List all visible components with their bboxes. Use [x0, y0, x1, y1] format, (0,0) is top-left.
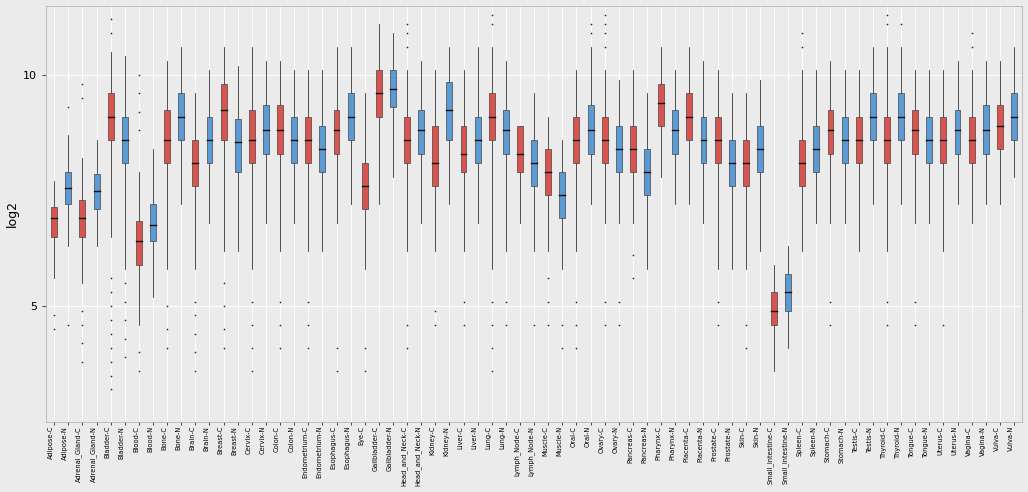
Bar [376, 70, 381, 117]
Bar [559, 172, 565, 218]
Bar [588, 105, 593, 154]
Bar [729, 140, 735, 186]
Bar [926, 117, 932, 163]
Bar [234, 119, 241, 172]
Bar [630, 126, 636, 172]
Bar [291, 117, 297, 163]
Bar [800, 140, 805, 186]
Bar [362, 163, 368, 209]
Bar [207, 117, 213, 163]
Bar [983, 105, 989, 154]
Y-axis label: log2: log2 [5, 200, 19, 227]
Bar [941, 117, 947, 163]
Bar [771, 292, 777, 325]
Bar [150, 204, 156, 242]
Bar [263, 105, 269, 154]
Bar [743, 140, 748, 186]
Bar [347, 93, 354, 140]
Bar [488, 93, 494, 140]
Bar [855, 117, 861, 163]
Bar [828, 110, 834, 154]
Bar [574, 117, 580, 163]
Bar [757, 126, 763, 172]
Bar [898, 93, 904, 140]
Bar [94, 174, 100, 209]
Bar [813, 126, 819, 172]
Bar [997, 105, 1003, 149]
Bar [178, 93, 184, 140]
Bar [475, 117, 481, 163]
Bar [912, 110, 918, 154]
Bar [390, 70, 396, 107]
Bar [404, 117, 410, 163]
Bar [714, 117, 721, 163]
Bar [700, 117, 706, 163]
Bar [164, 110, 170, 163]
Bar [658, 84, 664, 126]
Bar [433, 126, 438, 186]
Bar [842, 117, 847, 163]
Bar [418, 110, 425, 154]
Bar [108, 93, 114, 140]
Bar [333, 110, 339, 154]
Bar [503, 110, 509, 154]
Bar [545, 149, 551, 195]
Bar [672, 110, 678, 154]
Bar [249, 110, 255, 163]
Bar [122, 117, 127, 163]
Bar [221, 84, 226, 140]
Bar [645, 149, 650, 195]
Bar [305, 117, 311, 163]
Bar [616, 126, 622, 172]
Bar [66, 172, 71, 204]
Bar [687, 93, 692, 140]
Bar [446, 82, 452, 140]
Bar [785, 274, 792, 311]
Bar [870, 93, 876, 140]
Bar [79, 200, 85, 237]
Bar [1011, 93, 1017, 140]
Bar [968, 117, 975, 163]
Bar [517, 126, 523, 172]
Bar [136, 220, 142, 265]
Bar [278, 105, 283, 154]
Bar [51, 207, 58, 237]
Bar [601, 117, 608, 163]
Bar [461, 126, 467, 172]
Bar [192, 140, 198, 186]
Bar [320, 126, 325, 172]
Bar [884, 117, 890, 163]
Bar [955, 110, 960, 154]
Bar [531, 140, 537, 186]
